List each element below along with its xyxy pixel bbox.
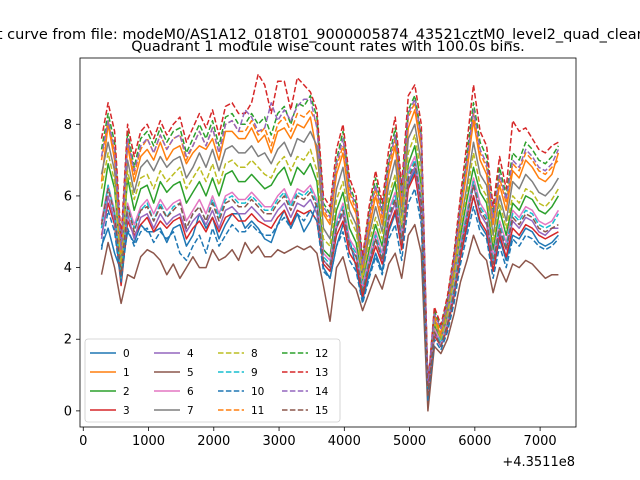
legend-label-1: 1 [123,367,130,379]
plot-area [100,73,560,412]
legend-label-7: 7 [187,405,194,417]
legend-label-4: 4 [187,348,194,360]
legend-label-6: 6 [187,386,194,398]
legend-label-5: 5 [187,367,194,379]
y-tick-label: 8 [64,118,72,133]
x-tick-label: 1000 [132,434,165,449]
series-line-15 [100,162,559,398]
chart-title: Quadrant 1 module wise count rates with … [131,39,525,55]
series-line-7 [100,123,560,391]
x-tick-label: 2000 [197,434,230,449]
x-tick-label: 4000 [328,434,361,449]
series-line-13 [100,73,559,387]
y-tick-label: 4 [64,261,72,276]
legend-label-14: 14 [315,386,329,398]
x-tick-label: 0 [79,434,87,449]
legend-label-0: 0 [123,348,130,360]
series-line-5 [100,223,559,412]
legend-label-12: 12 [315,348,328,360]
series-line-1 [100,109,560,391]
legend-box [84,338,341,423]
y-tick-label: 6 [64,189,72,204]
legend-label-13: 13 [315,367,328,379]
y-tick-label: 0 [64,404,72,419]
x-tick-label: 7000 [524,434,557,449]
legend-label-2: 2 [123,386,130,398]
figure-suptitle: Light curve from file: modeM0/AS1A12_018… [0,27,640,43]
series-line-12 [100,94,560,387]
legend-label-8: 8 [251,348,258,360]
x-tick-label: 5000 [393,434,426,449]
axes-frame [79,57,577,428]
legend-label-15: 15 [315,405,328,417]
axes: 0 1000 2000 3000 4000 5000 6000 7000 0 2 4 6 8 [64,57,577,449]
legend-label-9: 9 [251,367,258,379]
x-tick-label: 6000 [458,434,491,449]
x-offset-label: +4.3511e8 [502,455,575,470]
y-tick-label: 2 [64,333,72,348]
legend-label-10: 10 [251,386,264,398]
series-line-3 [100,173,559,401]
series-line-8 [100,134,560,391]
series-line-10 [100,188,559,401]
series-line-14 [100,98,560,387]
legend-label-11: 11 [251,405,264,417]
legend-label-3: 3 [123,405,130,417]
x-tick-label: 3000 [263,434,296,449]
